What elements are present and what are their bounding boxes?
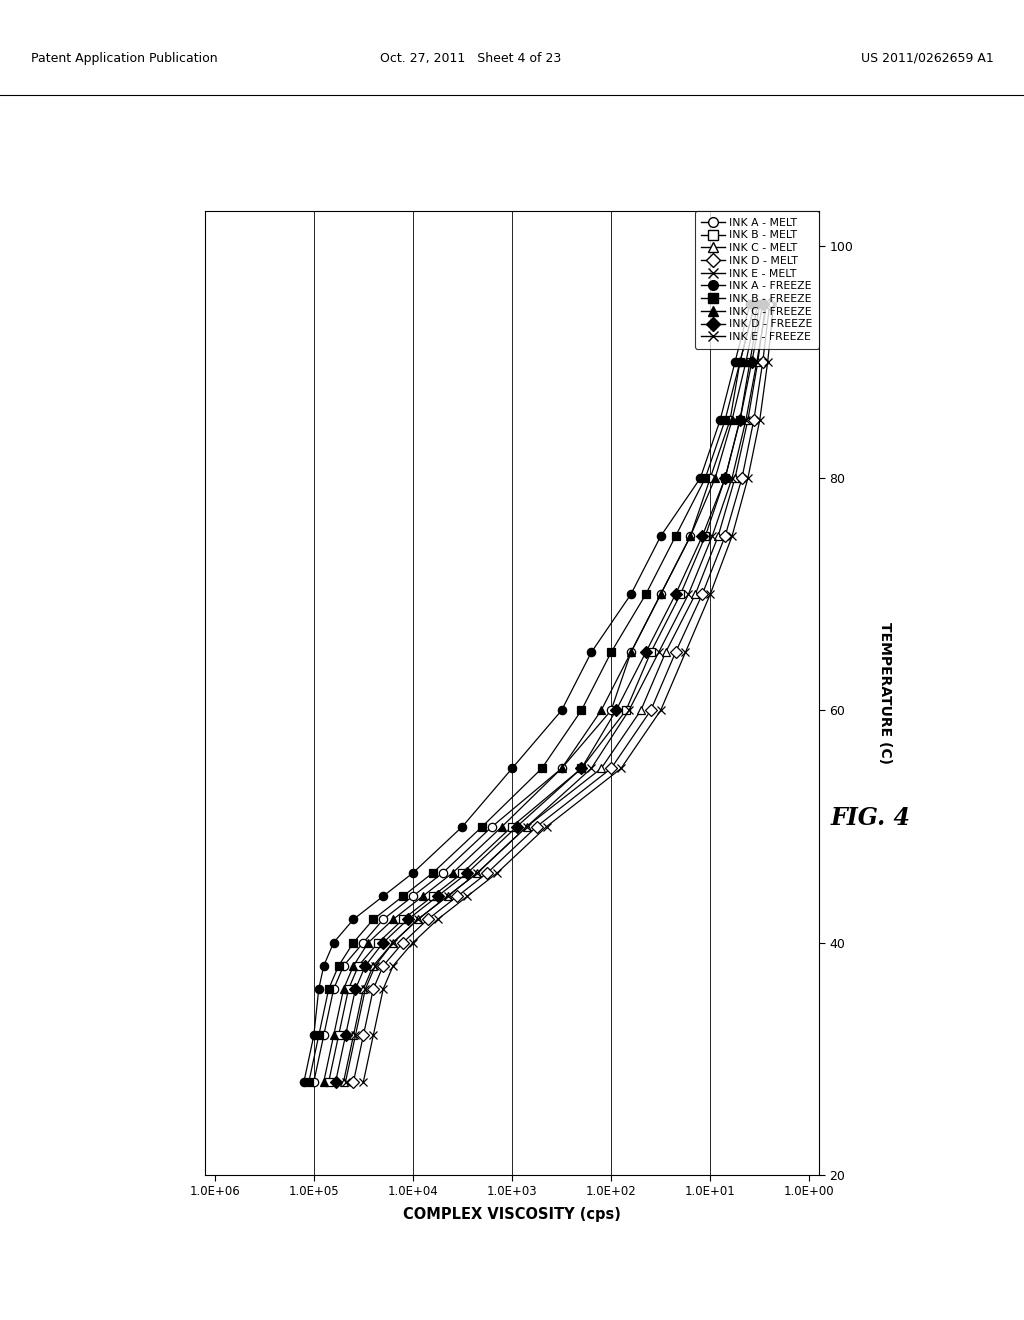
Text: US 2011/0262659 A1: US 2011/0262659 A1 (860, 51, 993, 65)
X-axis label: COMPLEX VISCOSITY (cps): COMPLEX VISCOSITY (cps) (403, 1206, 621, 1221)
Text: Patent Application Publication: Patent Application Publication (31, 51, 217, 65)
Text: Oct. 27, 2011   Sheet 4 of 23: Oct. 27, 2011 Sheet 4 of 23 (380, 51, 562, 65)
Y-axis label: TEMPERATURE (C): TEMPERATURE (C) (879, 622, 893, 764)
Legend: INK A - MELT, INK B - MELT, INK C - MELT, INK D - MELT, INK E - MELT, INK A - FR: INK A - MELT, INK B - MELT, INK C - MELT… (694, 211, 819, 348)
Text: FIG. 4: FIG. 4 (830, 807, 910, 830)
